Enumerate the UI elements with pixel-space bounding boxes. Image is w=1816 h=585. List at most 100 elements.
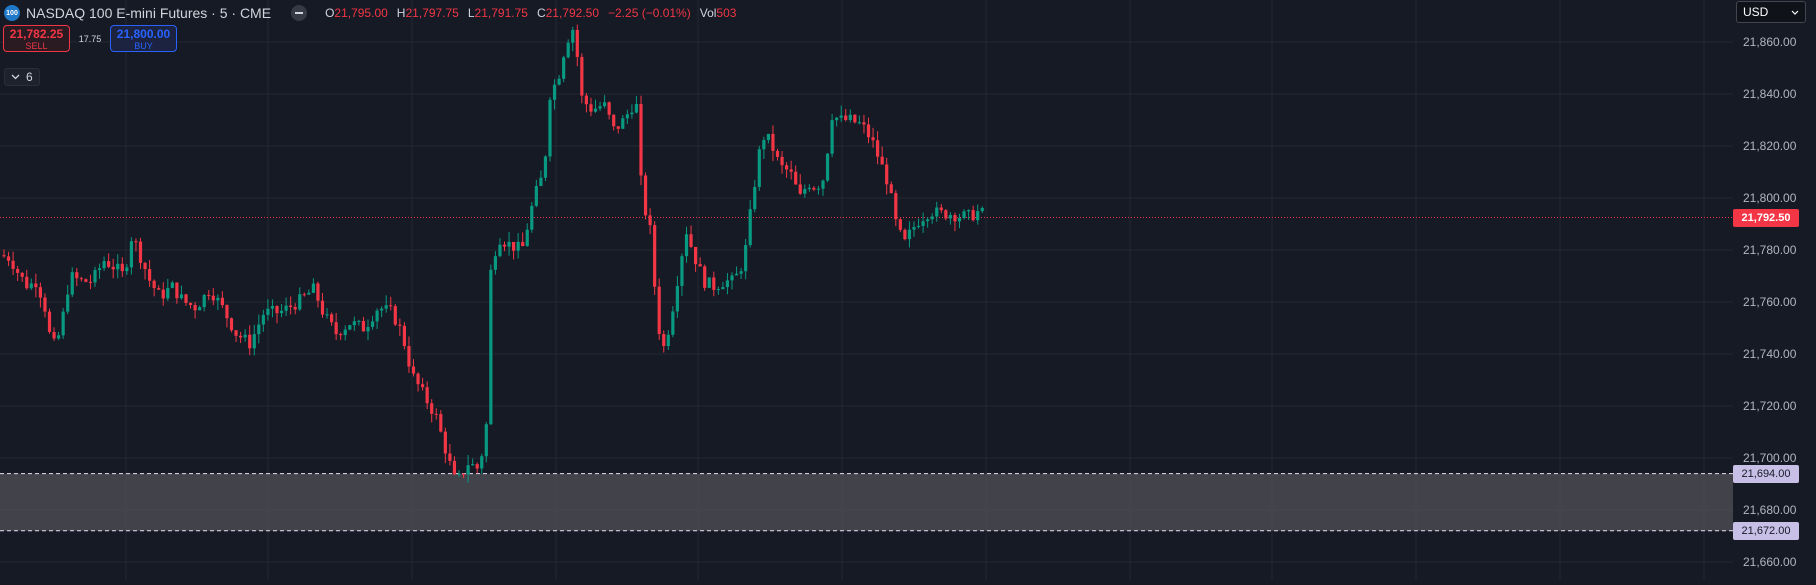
candle-body <box>289 305 293 307</box>
price-tick-label: 21,800.00 <box>1743 191 1797 205</box>
candle-body <box>762 140 766 150</box>
candle-body <box>220 297 224 306</box>
candle-body <box>748 209 752 246</box>
candle-body <box>880 156 884 165</box>
candle-body <box>75 272 79 279</box>
candle-body <box>730 275 734 281</box>
candle-body <box>794 171 798 185</box>
candle-body <box>689 234 693 247</box>
indicators-count: 6 <box>26 70 33 84</box>
candle-body <box>330 314 334 323</box>
candle-body <box>557 78 561 85</box>
candle-body <box>967 210 971 212</box>
symbol-title[interactable]: NASDAQ 100 E-mini Futures · 5 · CME <box>26 5 272 21</box>
candle-body <box>621 118 625 129</box>
candle-body <box>712 277 716 290</box>
chart-area[interactable] <box>0 0 1733 580</box>
candle-body <box>785 165 789 170</box>
candle-body <box>339 334 343 336</box>
candle-body <box>175 282 179 299</box>
candle-body <box>52 331 56 339</box>
candle-body <box>47 311 52 332</box>
chevron-down-icon <box>1791 10 1799 15</box>
sell-button[interactable]: 21,782.25 SELL <box>3 25 70 52</box>
candle-body <box>885 164 889 185</box>
symbol-logo[interactable]: 100 <box>4 5 20 21</box>
ohlc-high: H21,797.75 <box>396 6 459 20</box>
ohlc-open: O21,795.00 <box>325 6 388 20</box>
candle-body <box>935 207 939 217</box>
chevron-down-icon <box>11 74 20 80</box>
candle-body <box>876 140 880 157</box>
currency-select[interactable]: USD <box>1736 1 1806 23</box>
symbol-legend: 100 NASDAQ 100 E-mini Futures · 5 · CME … <box>4 3 739 23</box>
candle-body <box>552 84 557 100</box>
candle-body <box>25 276 29 289</box>
candle-body <box>944 210 948 219</box>
candle-body <box>930 216 934 220</box>
candle-body <box>407 346 411 367</box>
candle-body <box>512 241 516 251</box>
candle-body <box>211 295 215 301</box>
candle-body <box>448 453 452 461</box>
price-axis[interactable]: 21,860.00 21,840.00 21,820.00 21,800.00 21,7… <box>1733 0 1816 580</box>
candle-body <box>261 314 265 325</box>
candle-body <box>266 308 270 315</box>
candle-body <box>179 294 184 299</box>
candle-body <box>79 278 83 280</box>
candle-body <box>225 305 229 319</box>
price-tick-label: 21,820.00 <box>1743 139 1797 153</box>
candle-body <box>862 122 866 125</box>
candle-body <box>662 334 666 347</box>
candle-body <box>6 256 11 261</box>
buy-label: BUY <box>134 40 153 51</box>
candle-body <box>898 219 902 230</box>
collapse-legend-button[interactable] <box>291 5 308 21</box>
candle-body <box>980 207 984 212</box>
candle-body <box>498 244 502 257</box>
candle-body <box>753 186 757 210</box>
candle-body <box>757 149 761 187</box>
candle-body <box>671 311 675 335</box>
zone-bottom-price-label: 21,672.00 <box>1733 521 1799 540</box>
candle-body <box>70 272 74 295</box>
candle-body <box>311 283 315 293</box>
current-price-label: 21,792.50 <box>1733 208 1799 227</box>
candle-body <box>293 306 297 310</box>
price-tick-label: 21,860.00 <box>1743 35 1797 49</box>
candle-body <box>34 283 38 288</box>
candle-body <box>921 221 925 226</box>
candle-body <box>703 266 707 288</box>
candle-body <box>11 260 15 269</box>
candle-body <box>766 133 770 141</box>
candle-body <box>66 294 70 312</box>
candle-body <box>134 241 138 243</box>
candle-body <box>357 320 361 322</box>
candle-body <box>502 244 507 247</box>
candle-body <box>425 387 429 404</box>
candle-body <box>243 334 247 338</box>
candle-body <box>380 308 384 311</box>
candle-body <box>684 234 689 257</box>
candlestick-chart[interactable] <box>0 0 1733 580</box>
candle-body <box>643 175 648 216</box>
candle-body <box>539 177 543 187</box>
candle-body <box>789 169 793 172</box>
candle-body <box>589 104 593 112</box>
candle-body <box>284 305 288 311</box>
trade-panel: 21,782.25 SELL 17.75 21,800.00 BUY <box>3 25 177 52</box>
price-tick-label: 21,660.00 <box>1743 555 1797 569</box>
candle-body <box>639 103 643 176</box>
candle-body <box>411 366 416 374</box>
sell-label: SELL <box>25 40 48 51</box>
indicators-toggle-button[interactable]: 6 <box>4 68 40 86</box>
candle-body <box>521 241 525 247</box>
candle-body <box>716 289 720 291</box>
candle-body <box>630 112 634 115</box>
candle-body <box>953 215 957 222</box>
ohlc-low: L21,791.75 <box>467 6 528 20</box>
candle-body <box>216 297 220 301</box>
buy-button[interactable]: 21,800.00 BUY <box>110 25 177 52</box>
candle-body <box>348 325 352 330</box>
candle-body <box>812 187 816 190</box>
